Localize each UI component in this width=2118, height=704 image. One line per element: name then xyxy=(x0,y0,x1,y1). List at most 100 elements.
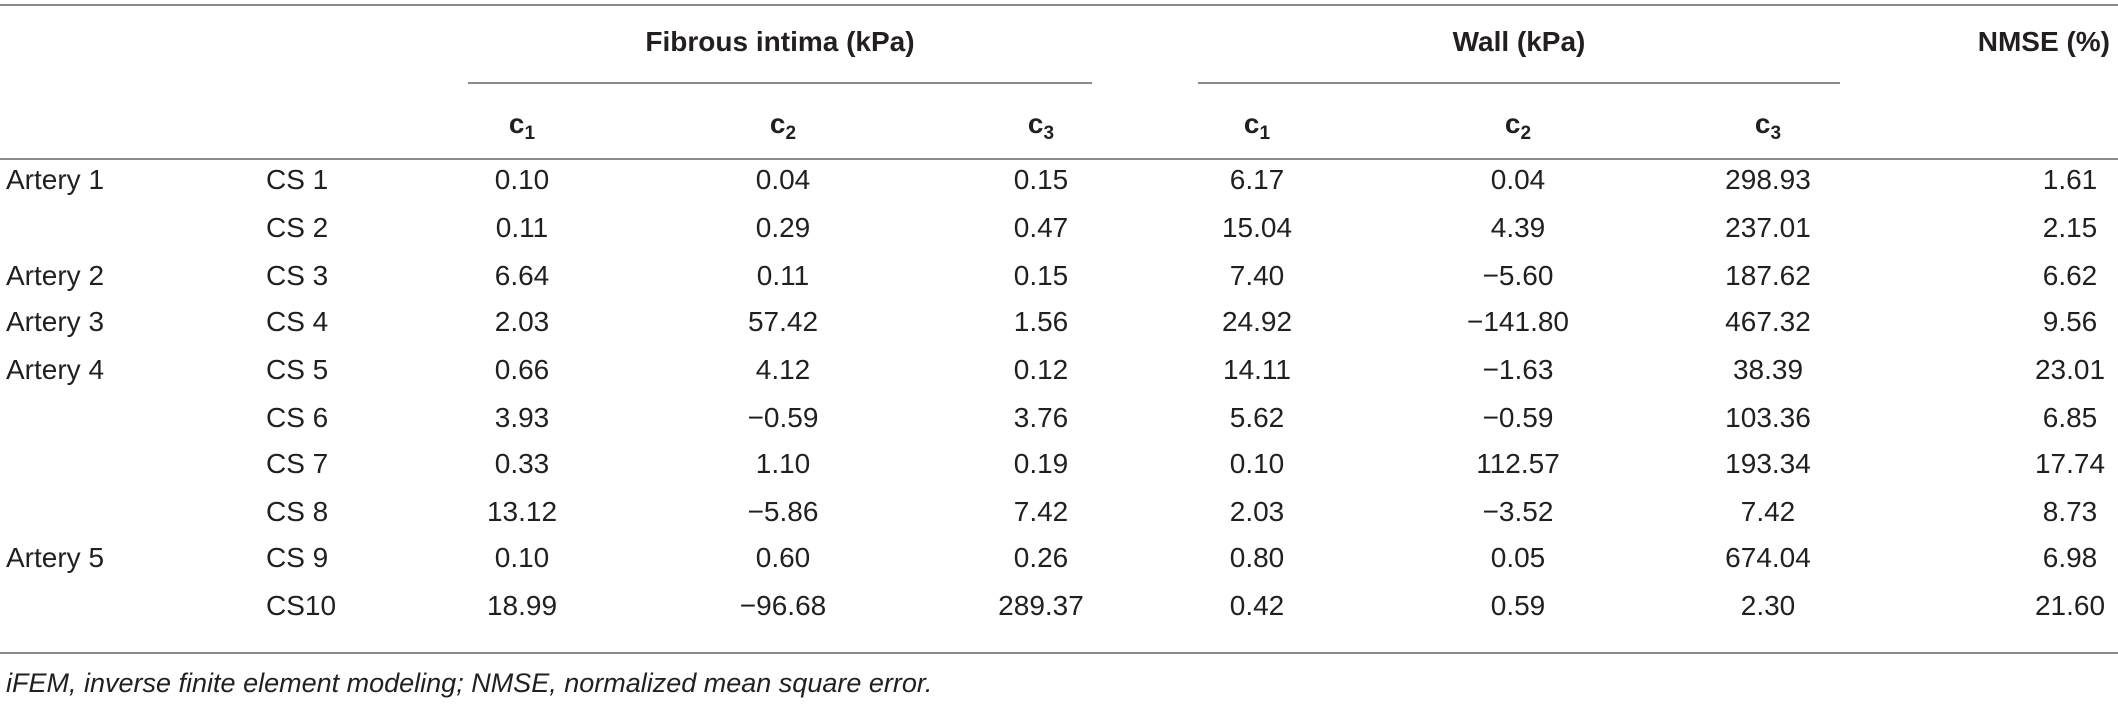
value-cell: 0.60 xyxy=(755,542,811,573)
value-cell: 0.33 xyxy=(494,448,550,479)
value-cell: 38.39 xyxy=(1732,354,1804,385)
value-cell: 0.04 xyxy=(1490,164,1546,195)
value-cell: 7.42 xyxy=(1013,496,1069,527)
cs-label: CS 7 xyxy=(266,448,329,479)
nmse-cell: 8.73 xyxy=(2042,496,2098,527)
value-cell: 0.29 xyxy=(755,212,811,243)
cs-label: CS 8 xyxy=(266,496,329,527)
param-header: c1 xyxy=(1244,110,1270,148)
value-cell: 0.10 xyxy=(494,164,550,195)
param-header: c2 xyxy=(770,110,796,148)
value-cell: 1.56 xyxy=(1013,306,1069,337)
value-cell: −141.80 xyxy=(1467,306,1569,337)
value-cell: 0.47 xyxy=(1013,212,1069,243)
artery-label: Artery 5 xyxy=(6,542,105,573)
value-cell: 112.57 xyxy=(1476,448,1560,479)
fibrous-intima-header: Fibrous intima (kPa) xyxy=(645,26,915,57)
value-cell: 2.03 xyxy=(1229,496,1285,527)
value-cell: −0.59 xyxy=(1482,402,1554,433)
cs-label: CS 3 xyxy=(266,260,329,291)
value-cell: 289.37 xyxy=(998,590,1084,621)
value-cell: −5.60 xyxy=(1482,260,1554,291)
nmse-cell: 21.60 xyxy=(2034,590,2106,621)
value-cell: 57.42 xyxy=(747,306,819,337)
artery-label: Artery 4 xyxy=(6,354,105,385)
wall-underline xyxy=(1198,82,1840,84)
table-footnote: iFEM, inverse finite element modeling; N… xyxy=(6,668,933,698)
value-cell: −5.86 xyxy=(747,496,819,527)
param-base: c xyxy=(1027,108,1044,139)
value-cell: 0.10 xyxy=(494,542,550,573)
value-cell: 467.32 xyxy=(1725,306,1811,337)
value-cell: −96.68 xyxy=(739,590,827,621)
value-cell: 24.92 xyxy=(1221,306,1293,337)
value-cell: 7.42 xyxy=(1740,496,1796,527)
value-cell: 18.99 xyxy=(486,590,558,621)
value-cell: 298.93 xyxy=(1725,164,1811,195)
value-cell: 4.12 xyxy=(755,354,811,385)
value-cell: −0.59 xyxy=(747,402,819,433)
param-header: c2 xyxy=(1505,110,1531,148)
value-cell: 0.04 xyxy=(755,164,811,195)
cs-label: CS 9 xyxy=(266,542,329,573)
value-cell: 0.05 xyxy=(1490,542,1546,573)
param-subscript: 3 xyxy=(1043,123,1055,144)
cs-label: CS 4 xyxy=(266,306,329,337)
value-cell: 237.01 xyxy=(1725,212,1811,243)
value-cell: 0.66 xyxy=(494,354,550,385)
value-cell: 15.04 xyxy=(1221,212,1293,243)
value-cell: 0.80 xyxy=(1229,542,1285,573)
param-base: c xyxy=(769,108,786,139)
artery-label: Artery 2 xyxy=(6,260,105,291)
table-bottom-rule xyxy=(0,652,2118,654)
param-header: c3 xyxy=(1755,110,1781,148)
value-cell: 2.03 xyxy=(494,306,550,337)
value-cell: 0.59 xyxy=(1490,590,1546,621)
nmse-cell: 17.74 xyxy=(2034,448,2106,479)
nmse-cell: 6.62 xyxy=(2042,260,2098,291)
nmse-cell: 23.01 xyxy=(2034,354,2106,385)
value-cell: 0.11 xyxy=(495,212,549,243)
value-cell: 3.93 xyxy=(494,402,550,433)
param-header: c1 xyxy=(509,110,535,148)
value-cell: 13.12 xyxy=(486,496,558,527)
value-cell: 6.17 xyxy=(1229,164,1285,195)
param-subscript: 1 xyxy=(524,123,536,144)
value-cell: 0.26 xyxy=(1013,542,1069,573)
cs-label: CS 6 xyxy=(266,402,329,433)
value-cell: 0.42 xyxy=(1229,590,1285,621)
value-cell: 0.12 xyxy=(1013,354,1069,385)
value-cell: 0.10 xyxy=(1229,448,1285,479)
param-header: c3 xyxy=(1028,110,1054,148)
value-cell: 0.11 xyxy=(756,260,810,291)
nmse-cell: 2.15 xyxy=(2042,212,2098,243)
param-subscript: 3 xyxy=(1770,123,1782,144)
artery-label: Artery 3 xyxy=(6,306,105,337)
value-cell: −1.63 xyxy=(1482,354,1554,385)
value-cell: 193.34 xyxy=(1725,448,1811,479)
param-subscript: 1 xyxy=(1259,123,1271,144)
nmse-header: NMSE (%) xyxy=(1977,26,2110,57)
cs-label: CS10 xyxy=(266,590,337,621)
value-cell: 1.10 xyxy=(755,448,811,479)
wall-header: Wall (kPa) xyxy=(1452,26,1586,57)
value-cell: 5.62 xyxy=(1229,402,1285,433)
param-subscript: 2 xyxy=(785,123,797,144)
value-cell: 7.40 xyxy=(1229,260,1285,291)
nmse-cell: 6.85 xyxy=(2042,402,2098,433)
cs-label: CS 2 xyxy=(266,212,329,243)
value-cell: 0.19 xyxy=(1013,448,1069,479)
value-cell: 103.36 xyxy=(1725,402,1811,433)
value-cell: 2.30 xyxy=(1740,590,1796,621)
value-cell: 4.39 xyxy=(1490,212,1546,243)
value-cell: 0.15 xyxy=(1013,164,1069,195)
value-cell: 674.04 xyxy=(1725,542,1811,573)
value-cell: 6.64 xyxy=(494,260,550,291)
value-cell: 0.15 xyxy=(1013,260,1069,291)
cs-label: CS 1 xyxy=(266,164,329,195)
value-cell: 3.76 xyxy=(1013,402,1069,433)
top-rule xyxy=(0,4,2118,6)
param-base: c xyxy=(1754,108,1771,139)
nmse-cell: 1.61 xyxy=(2042,164,2098,195)
param-base: c xyxy=(1243,108,1260,139)
